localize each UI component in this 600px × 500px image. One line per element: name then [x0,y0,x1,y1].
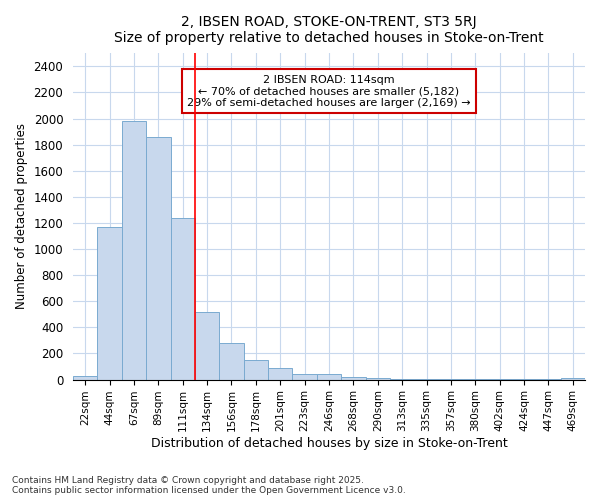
Bar [292,374,317,380]
Bar [73,376,97,380]
Bar [317,374,341,380]
Bar [268,368,292,380]
Bar [195,312,220,380]
Bar [244,360,268,380]
Text: Contains HM Land Registry data © Crown copyright and database right 2025.
Contai: Contains HM Land Registry data © Crown c… [12,476,406,495]
Text: 2 IBSEN ROAD: 114sqm
← 70% of detached houses are smaller (5,182)
29% of semi-de: 2 IBSEN ROAD: 114sqm ← 70% of detached h… [187,74,471,108]
Bar [170,218,195,380]
Bar [365,378,390,380]
Bar [220,343,244,380]
X-axis label: Distribution of detached houses by size in Stoke-on-Trent: Distribution of detached houses by size … [151,437,508,450]
Bar [122,121,146,380]
Title: 2, IBSEN ROAD, STOKE-ON-TRENT, ST3 5RJ
Size of property relative to detached hou: 2, IBSEN ROAD, STOKE-ON-TRENT, ST3 5RJ S… [114,15,544,45]
Y-axis label: Number of detached properties: Number of detached properties [15,124,28,310]
Bar [97,227,122,380]
Bar [560,378,585,380]
Bar [390,379,415,380]
Bar [146,137,170,380]
Bar [341,377,365,380]
